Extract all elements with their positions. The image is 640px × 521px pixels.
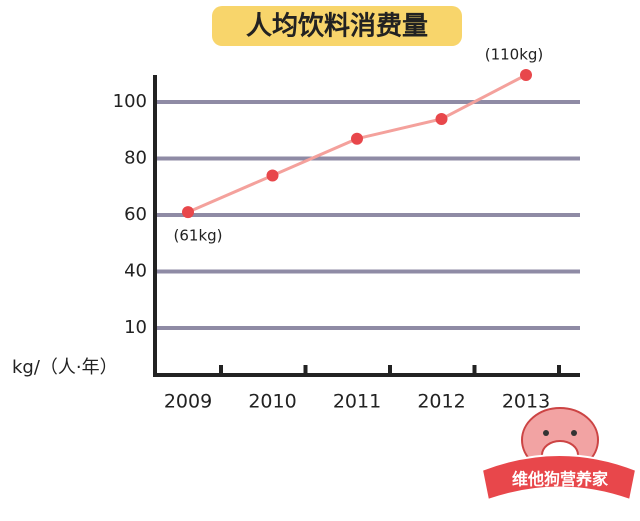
value-label: (110kg)	[485, 46, 544, 64]
logo: 维他狗营养家	[480, 407, 638, 502]
chart-title: 人均饮料消费量	[246, 12, 428, 42]
x-tick-label: 2013	[502, 391, 550, 413]
x-tick-label: 2012	[417, 391, 465, 413]
x-tick-label: 2009	[164, 391, 212, 413]
point	[351, 132, 363, 145]
y-tick-label: 60	[124, 204, 147, 225]
y-tick-label: 40	[124, 261, 147, 282]
x-tick-label: 2010	[248, 391, 296, 413]
y-tick-label: 10	[124, 317, 147, 338]
y-tick-label: 100	[113, 91, 147, 112]
point	[520, 69, 532, 81]
plot: 10 40 60 80 100 2009 2010 2011 2012 2013 (61kg) (11…	[113, 46, 580, 413]
point	[182, 206, 194, 219]
x-tick-label: 2011	[333, 391, 381, 413]
watermark: 维他狗营养家	[512, 470, 609, 489]
value-label: (61kg)	[174, 227, 223, 245]
title-box	[212, 6, 462, 46]
y-tick-label: 80	[124, 148, 147, 169]
point	[266, 169, 279, 182]
point	[435, 112, 448, 125]
y-axis-label: kg/（人·年）	[12, 357, 118, 378]
